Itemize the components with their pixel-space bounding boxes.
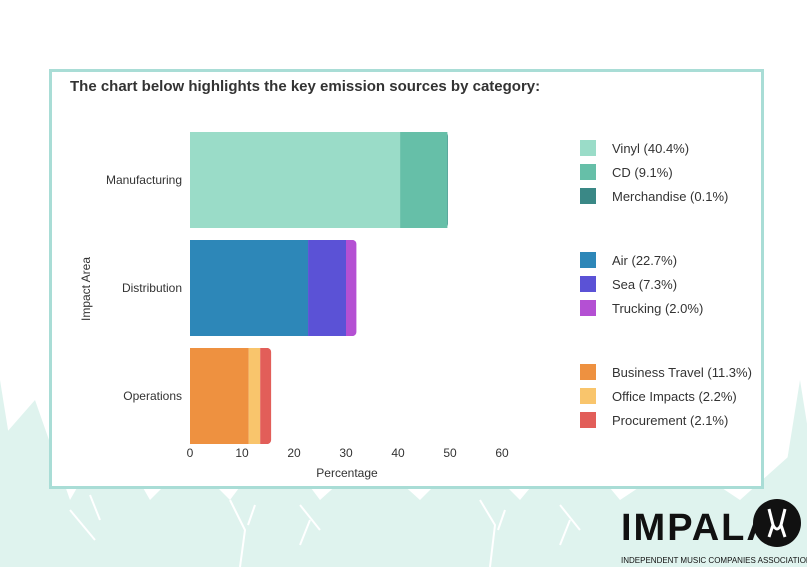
legend-swatch-vinyl	[580, 140, 596, 156]
bar-operations-procurement	[260, 348, 269, 444]
legend: Vinyl (40.4%) CD (9.1%) Merchandise (0.1%)…	[580, 140, 752, 428]
impala-logo: IMPALA INDEPENDENT MUSIC COMPANIES ASSOC…	[621, 499, 807, 565]
axis-layer: Percentage Impact Area Manufacturing Dist…	[79, 173, 509, 480]
antelope-emblem-icon	[753, 499, 801, 547]
legend-swatch-air	[580, 252, 596, 268]
legend-swatch-merchandise	[580, 188, 596, 204]
legend-label-cd: CD (9.1%)	[612, 165, 673, 180]
y-axis-label: Impact Area	[79, 257, 93, 321]
y-tick-label-operations: Operations	[123, 389, 182, 403]
legend-swatch-procurement	[580, 412, 596, 428]
x-tick-label-40: 40	[391, 446, 405, 460]
x-tick-label-60: 60	[495, 446, 509, 460]
background-branch-lines	[69, 494, 581, 567]
legend-label-business: Business Travel (11.3%)	[612, 365, 752, 380]
legend-swatch-business	[580, 364, 596, 380]
bars-layer	[190, 132, 448, 444]
x-tick-label-20: 20	[287, 446, 301, 460]
bar-operations-office	[248, 348, 261, 444]
x-axis-label: Percentage	[316, 466, 378, 480]
stacked-bar-chart: Percentage Impact Area Manufacturing Dist…	[79, 132, 752, 480]
background-tree-left	[0, 380, 30, 567]
x-tick-label-30: 30	[339, 446, 353, 460]
legend-label-procurement: Procurement (2.1%)	[612, 413, 728, 428]
bar-manufacturing-vinyl	[190, 132, 401, 228]
bar-operations-business	[190, 348, 249, 444]
legend-label-merchandise: Merchandise (0.1%)	[612, 189, 728, 204]
x-tick-label-50: 50	[443, 446, 457, 460]
legend-swatch-sea	[580, 276, 596, 292]
chart-card: The chart below highlights the key emiss…	[49, 69, 764, 489]
legend-swatch-cd	[580, 164, 596, 180]
background-mountain-shape	[0, 400, 807, 567]
chart-title: The chart below highlights the key emiss…	[70, 78, 541, 95]
legend-label-office: Office Impacts (2.2%)	[612, 389, 737, 404]
x-tick-label-10: 10	[235, 446, 249, 460]
bar-distribution-sea	[308, 240, 346, 336]
x-tick-label-0: 0	[187, 446, 194, 460]
legend-label-trucking: Trucking (2.0%)	[612, 301, 703, 316]
legend-label-sea: Sea (7.3%)	[612, 277, 677, 292]
logo-name: IMPALA	[621, 507, 776, 549]
y-tick-label-manufacturing: Manufacturing	[106, 173, 182, 187]
legend-label-air: Air (22.7%)	[612, 253, 677, 268]
logo-subtitle: INDEPENDENT MUSIC COMPANIES ASSOCIATION	[621, 556, 807, 565]
y-tick-label-distribution: Distribution	[122, 281, 182, 295]
legend-swatch-trucking	[580, 300, 596, 316]
legend-label-vinyl: Vinyl (40.4%)	[612, 141, 689, 156]
bar-distribution-air	[190, 240, 309, 336]
bar-distribution-trucking	[346, 240, 354, 336]
bar-manufacturing-cd	[400, 132, 448, 228]
legend-swatch-office	[580, 388, 596, 404]
